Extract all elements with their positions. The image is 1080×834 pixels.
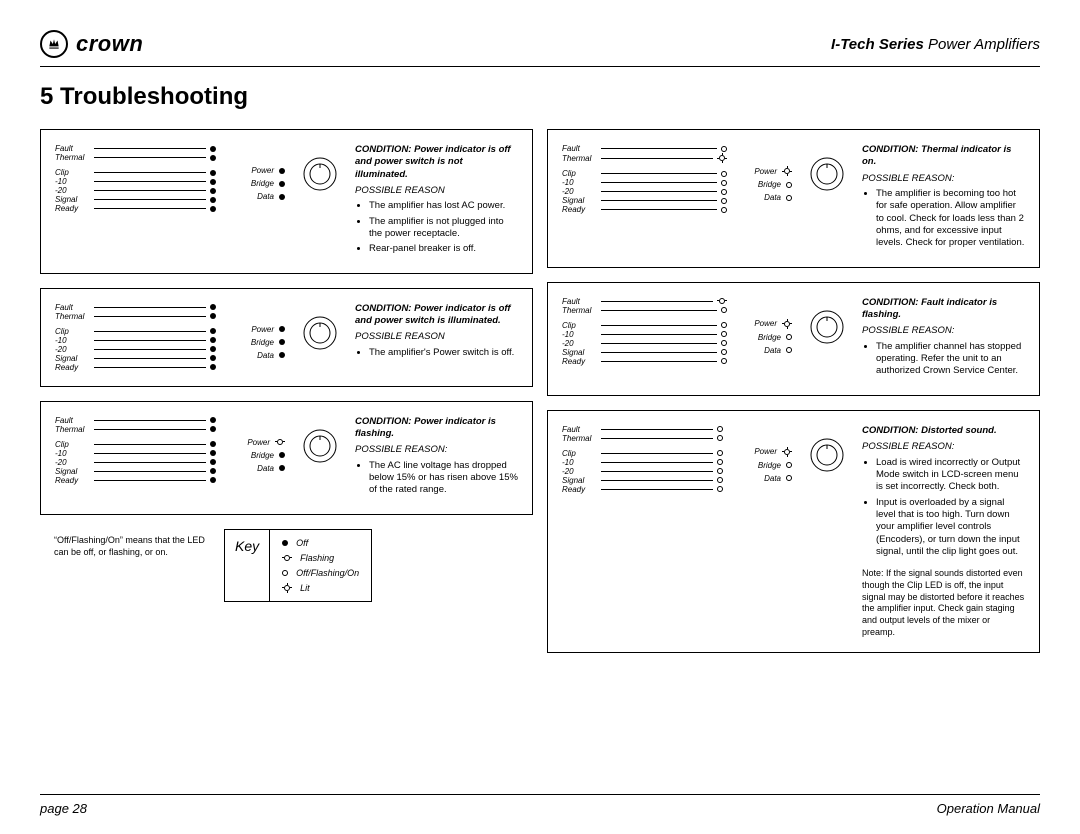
condition-text: CONDITION: Thermal indicator is on. — [862, 144, 1025, 169]
knob-icon — [804, 144, 850, 204]
condition-text: CONDITION: Power indicator is flashing. — [355, 416, 518, 441]
condition-text: CONDITION: Power indicator is off and po… — [355, 144, 518, 181]
right-column: Fault Thermal Clip -10 -20 Signal Ready … — [547, 129, 1040, 653]
knob-icon — [297, 416, 343, 476]
reason-list: The amplifier has lost AC power. The amp… — [369, 200, 518, 255]
brand-block: crown — [40, 30, 143, 58]
reason-list: Load is wired incorrectly or Output Mode… — [876, 457, 1025, 559]
reason-header: POSSIBLE REASON — [355, 331, 518, 343]
led-diagram: Fault Thermal Clip -10 -20 Signal Ready … — [55, 144, 285, 259]
reason-header: POSSIBLE REASON: — [862, 441, 1025, 453]
panel-power-off-switch-off: Fault Thermal Clip -10 -20 Signal Ready … — [40, 129, 533, 274]
reason-header: POSSIBLE REASON: — [355, 444, 518, 456]
series-title: I-Tech Series Power Amplifiers — [831, 36, 1040, 53]
reason-header: POSSIBLE REASON: — [862, 173, 1025, 185]
panel-fault: Fault Thermal Clip -10 -20 Signal Ready … — [547, 282, 1040, 396]
led-off-icon — [282, 540, 288, 546]
led-offon-icon — [282, 570, 288, 576]
left-column: Fault Thermal Clip -10 -20 Signal Ready … — [40, 129, 533, 653]
key-box: Key Off Flashing Off/Flashing/On Lit — [224, 529, 372, 602]
page-number: page 28 — [40, 801, 87, 816]
led-diagram: Fault Thermal Clip -10 -20 Signal Ready … — [562, 297, 792, 381]
condition-text: CONDITION: Distorted sound. — [862, 425, 1025, 437]
led-diagram: Fault Thermal Clip -10 -20 Signal Ready … — [55, 303, 285, 372]
reason-list: The AC line voltage has dropped below 15… — [369, 460, 518, 497]
condition-text: CONDITION: Power indicator is off and po… — [355, 303, 518, 328]
section-title: 5 Troubleshooting — [40, 83, 1040, 111]
manual-label: Operation Manual — [937, 801, 1040, 816]
key-note-text: “Off/Flashing/On” means that the LED can… — [54, 529, 214, 558]
panel-power-flashing: Fault Thermal Clip -10 -20 Signal Ready … — [40, 401, 533, 515]
knob-icon — [804, 297, 850, 357]
page-header: crown I-Tech Series Power Amplifiers — [40, 30, 1040, 67]
led-diagram: Fault Thermal Clip -10 -20 Signal Ready … — [562, 425, 792, 494]
note-text: Note: If the signal sounds distorted eve… — [862, 568, 1025, 638]
brand-name: crown — [76, 31, 143, 57]
panel-distorted: Fault Thermal Clip -10 -20 Signal Ready … — [547, 410, 1040, 654]
reason-list: The amplifier is becoming too hot for sa… — [876, 188, 1025, 250]
condition-text: CONDITION: Fault indicator is flashing. — [862, 297, 1025, 322]
crown-logo-icon — [40, 30, 68, 58]
led-flash-icon — [282, 555, 292, 561]
columns: Fault Thermal Clip -10 -20 Signal Ready … — [40, 129, 1040, 653]
key-label: Key — [225, 530, 270, 601]
page-footer: page 28 Operation Manual — [40, 794, 1040, 816]
panel-power-off-switch-on: Fault Thermal Clip -10 -20 Signal Ready … — [40, 288, 533, 387]
reason-list: The amplifier channel has stopped operat… — [876, 341, 1025, 378]
knob-icon — [804, 425, 850, 485]
knob-icon — [297, 303, 343, 363]
panel-thermal: Fault Thermal Clip -10 -20 Signal Ready … — [547, 129, 1040, 268]
led-diagram: Fault Thermal Clip -10 -20 Signal Ready … — [55, 416, 285, 500]
led-diagram: Fault Thermal Clip -10 -20 Signal Ready … — [562, 144, 792, 253]
knob-icon — [297, 144, 343, 204]
reason-header: POSSIBLE REASON — [355, 185, 518, 197]
reason-header: POSSIBLE REASON: — [862, 325, 1025, 337]
key-row: “Off/Flashing/On” means that the LED can… — [40, 529, 533, 602]
reason-list: The amplifier's Power switch is off. — [369, 347, 518, 359]
led-lit-icon — [282, 583, 292, 593]
